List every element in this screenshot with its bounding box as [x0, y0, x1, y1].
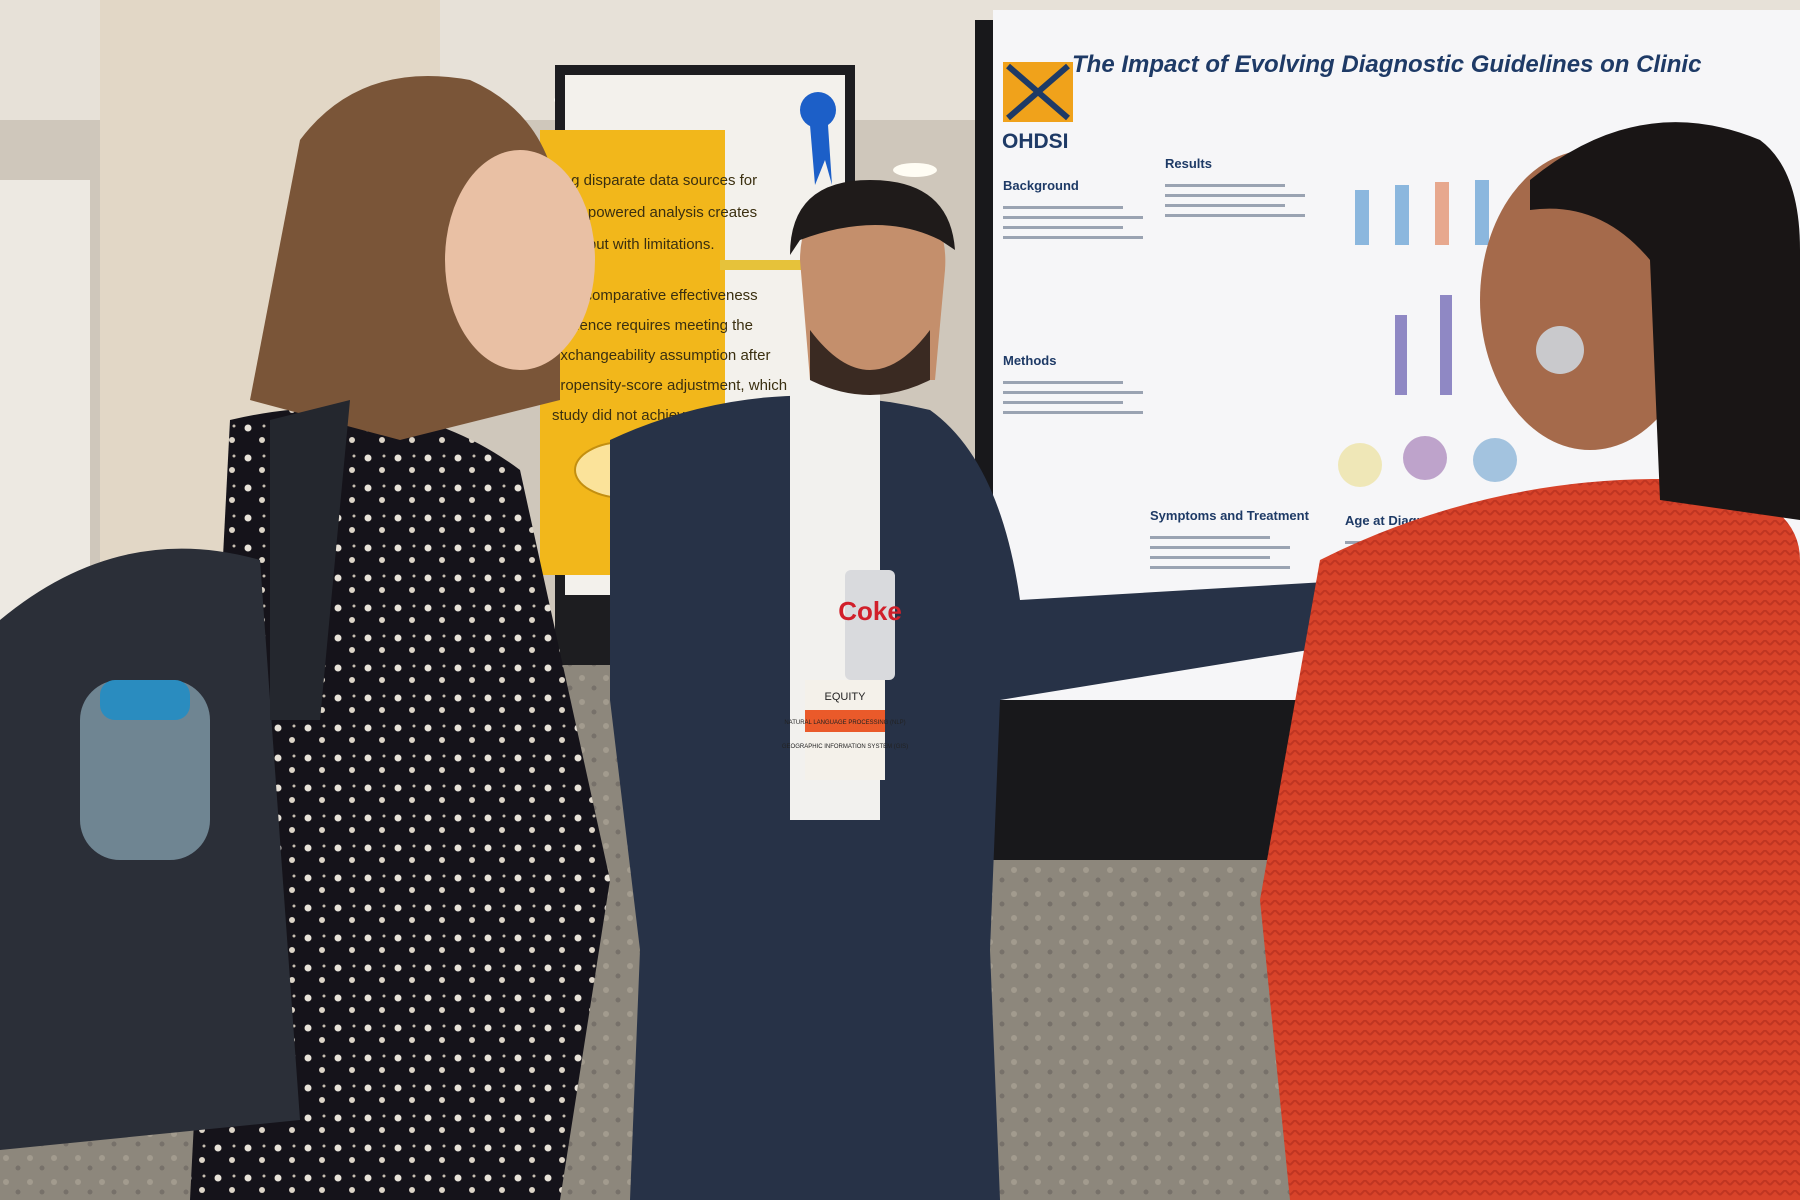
bottle [80, 680, 210, 860]
text-line [1165, 214, 1305, 217]
ribbon-tail [810, 125, 832, 185]
poster-chart [1338, 180, 1517, 487]
backpack-strap [270, 400, 350, 720]
text-line [1003, 206, 1123, 209]
ribbon [800, 92, 836, 128]
text-line [1150, 536, 1270, 539]
section-heading: Background [1003, 178, 1079, 193]
venn [1403, 436, 1447, 480]
hair [790, 180, 955, 255]
badge-line: NATURAL LANGUAGE PROCESSING (NLP) [784, 720, 905, 726]
text-line [1165, 204, 1285, 207]
chart-bar [1395, 315, 1407, 395]
can [845, 570, 895, 680]
section-heading: Results [1165, 156, 1212, 171]
badge-text: EQUITY NATURAL LANGUAGE PROCESSING (NLP) G… [782, 691, 908, 750]
badge-line: EQUITY [825, 691, 867, 703]
beard [810, 330, 930, 395]
chart-bar [1355, 190, 1369, 245]
venn [1338, 443, 1382, 487]
bottle-cap [100, 680, 190, 720]
can-label: Coke [838, 596, 902, 626]
yellow-line: able comparative effectiveness [552, 287, 758, 304]
chart-bar [1475, 180, 1489, 245]
text-line [1150, 566, 1290, 569]
ceiling-light [893, 163, 937, 177]
chart-bar [1435, 182, 1449, 245]
hair [1530, 122, 1800, 520]
text-line [1165, 194, 1305, 197]
text-line [1003, 216, 1143, 219]
text-line [1003, 401, 1123, 404]
section-heading: Symptoms and Treatment [1150, 508, 1310, 523]
chart-bar [1395, 185, 1409, 245]
text-line [1003, 226, 1123, 229]
text-line [1003, 391, 1143, 394]
text-line [1165, 184, 1285, 187]
poster-title: The Impact of Evolving Diagnostic Guidel… [1072, 51, 1701, 78]
text-line [1150, 556, 1270, 559]
badge-stripe [805, 710, 885, 732]
text-line [1003, 411, 1143, 414]
yellow-line: propensity-score adjustment, which our [552, 377, 813, 394]
face [445, 150, 595, 370]
poster-logo: OHDSI [1002, 130, 1069, 153]
yellow-line: exchangeability assumption after [552, 347, 770, 364]
yellow-line: ately powered analysis creates [552, 204, 757, 221]
yellow-line: cing disparate data sources for [552, 172, 757, 189]
face [800, 190, 946, 380]
text-line [1003, 381, 1123, 384]
red-sweater [1260, 479, 1800, 1200]
logo-cross [1006, 63, 1070, 121]
text-line [1003, 236, 1143, 239]
earring [1536, 326, 1584, 374]
text-line [1150, 546, 1290, 549]
venn [1473, 438, 1517, 482]
yellow-line: evidence requires meeting the [552, 317, 753, 334]
chart-bar [1440, 295, 1452, 395]
section-heading: Methods [1003, 353, 1056, 368]
highlight [720, 260, 835, 270]
badge-line: GEOGRAPHIC INFORMATION SYSTEM (GIS) [782, 744, 908, 750]
